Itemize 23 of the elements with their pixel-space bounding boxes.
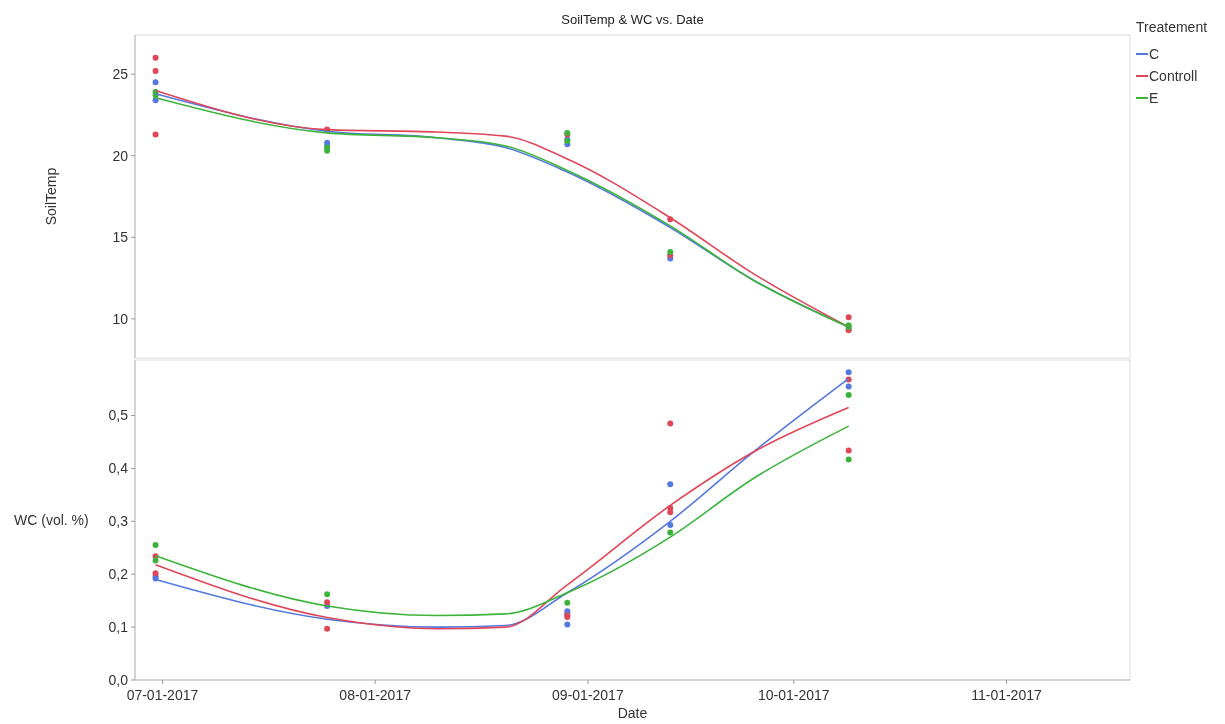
legend-label: Controll xyxy=(1149,67,1198,84)
y-tick-label: 0,3 xyxy=(108,513,129,530)
legend-label: E xyxy=(1149,89,1159,106)
chart-title: SoilTemp & WC vs. Date xyxy=(561,12,704,27)
x-tick-label: 07-01-2017 xyxy=(126,687,199,703)
y-tick-label: 0,4 xyxy=(108,460,129,477)
y-tick-label: 20 xyxy=(112,147,129,164)
y-axis-title: SoilTemp xyxy=(43,167,59,226)
y-tick-label: 0,0 xyxy=(108,671,129,688)
x-tick-label: 09-01-2017 xyxy=(552,687,624,703)
y-tick-label: 0,2 xyxy=(108,566,129,583)
legend-label: C xyxy=(1149,45,1160,62)
y-tick-label: 15 xyxy=(112,229,129,246)
x-tick-label: 11-01-2017 xyxy=(971,687,1042,703)
x-axis-title: Date xyxy=(617,705,648,721)
y-tick-label: 0,5 xyxy=(108,407,129,424)
x-tick-label: 08-01-2017 xyxy=(339,687,412,703)
legend-title: Treatement xyxy=(1136,19,1208,35)
y-tick-label: 10 xyxy=(112,310,129,327)
y-axis-title: WC (vol. %) xyxy=(14,511,89,528)
y-tick-label: 0,1 xyxy=(108,619,129,636)
x-tick-label: 10-01-2017 xyxy=(757,687,830,703)
y-tick-label: 25 xyxy=(112,66,129,83)
